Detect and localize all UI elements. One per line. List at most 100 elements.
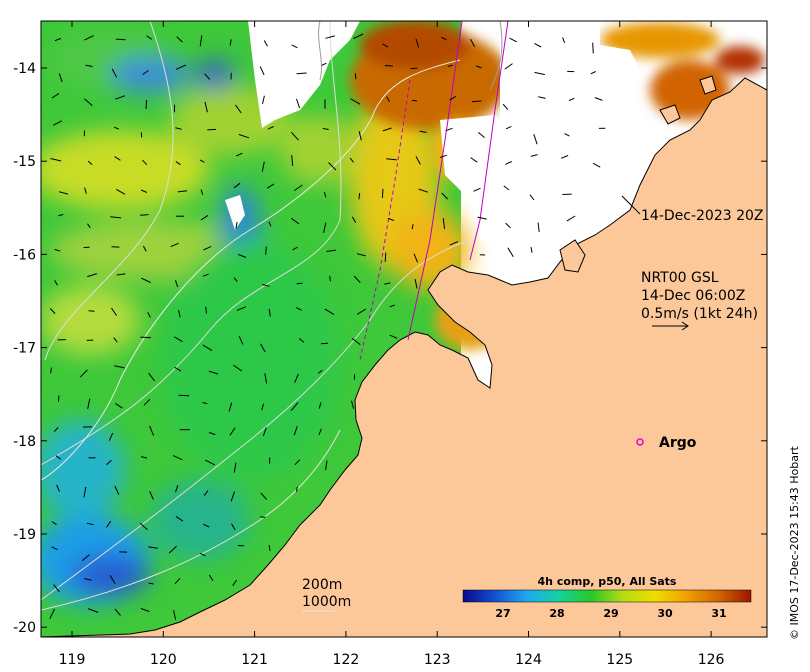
current-vector bbox=[109, 575, 116, 584]
current-vector bbox=[175, 485, 179, 493]
current-vector bbox=[262, 95, 265, 105]
current-vector bbox=[142, 69, 149, 76]
current-vector bbox=[566, 215, 576, 222]
credit-text: © IMOS 17-Dec-2023 15:43 Hobart bbox=[788, 445, 801, 640]
current-vector bbox=[87, 608, 99, 613]
current-vector bbox=[170, 242, 179, 248]
current-vector bbox=[205, 306, 207, 314]
current-vector bbox=[202, 523, 210, 528]
current-vector bbox=[326, 249, 337, 252]
current-vector bbox=[207, 128, 217, 131]
current-vector bbox=[139, 522, 148, 531]
current-vector bbox=[267, 126, 274, 130]
current-vector bbox=[200, 214, 209, 221]
current-vector bbox=[235, 152, 243, 157]
current-vector bbox=[266, 183, 275, 189]
current-vector bbox=[384, 282, 391, 285]
current-vector bbox=[386, 158, 397, 161]
current-vector bbox=[145, 99, 148, 110]
current-vector bbox=[411, 99, 418, 102]
current-vector bbox=[415, 156, 421, 165]
current-vector bbox=[199, 552, 206, 557]
current-vector bbox=[411, 224, 414, 230]
current-vector bbox=[530, 247, 533, 253]
current-vector bbox=[324, 308, 335, 316]
current-vector bbox=[318, 369, 323, 374]
current-vector bbox=[533, 134, 538, 145]
current-vector bbox=[263, 40, 268, 47]
current-vector bbox=[55, 455, 62, 460]
current-vector bbox=[560, 155, 569, 159]
y-tick-label: -18 bbox=[13, 434, 36, 450]
satellite-track-lines bbox=[359, 21, 509, 361]
current-vector bbox=[504, 63, 513, 70]
current-vector bbox=[265, 246, 267, 255]
colorbar-tick-label: 29 bbox=[603, 607, 618, 620]
current-vector bbox=[384, 65, 393, 67]
current-time-label: 14-Dec 06:00Z bbox=[641, 288, 745, 304]
current-vector bbox=[168, 545, 177, 554]
current-vector bbox=[229, 427, 236, 436]
current-vector bbox=[229, 39, 232, 46]
current-vector bbox=[58, 73, 63, 83]
current-vector bbox=[175, 127, 182, 130]
current-vector bbox=[54, 248, 61, 252]
current-vector bbox=[232, 579, 238, 586]
current-vector bbox=[228, 402, 233, 412]
current-vector bbox=[205, 459, 216, 466]
isobath-200-label: 200m bbox=[302, 577, 342, 593]
current-vector bbox=[142, 159, 148, 166]
current-scale-arrow bbox=[652, 321, 689, 331]
current-vector bbox=[84, 98, 93, 106]
current-vector bbox=[293, 425, 298, 436]
current-vector bbox=[296, 486, 298, 492]
isobath-contours bbox=[41, 21, 503, 611]
current-vector bbox=[113, 126, 120, 130]
current-vector bbox=[389, 304, 395, 308]
current-vector bbox=[148, 546, 158, 549]
current-vector bbox=[174, 366, 182, 372]
current-vector bbox=[387, 217, 395, 221]
current-vector bbox=[53, 120, 62, 126]
colorbar-scale bbox=[462, 589, 752, 603]
current-vector bbox=[140, 189, 148, 193]
argo-label: Argo bbox=[659, 435, 697, 451]
current-vector bbox=[261, 403, 264, 411]
current-vector bbox=[176, 36, 183, 43]
current-vector bbox=[323, 222, 327, 233]
x-tick-label: 122 bbox=[333, 652, 360, 668]
isobath-1000-label: 1000m bbox=[302, 594, 351, 610]
current-vector bbox=[507, 247, 514, 258]
current-vector bbox=[328, 162, 337, 171]
current-vector bbox=[529, 194, 535, 201]
current-vector bbox=[86, 522, 94, 526]
land-mass bbox=[41, 77, 767, 637]
current-vector bbox=[268, 308, 271, 317]
current-vector bbox=[418, 188, 429, 193]
current-vector bbox=[413, 253, 418, 263]
islands bbox=[559, 75, 717, 273]
current-vector bbox=[477, 216, 487, 220]
current-vector bbox=[140, 608, 150, 612]
current-vector bbox=[175, 515, 184, 522]
colorbar-tick-label: 30 bbox=[657, 607, 673, 620]
current-vector bbox=[382, 43, 389, 48]
current-vector bbox=[233, 277, 238, 282]
current-vector bbox=[110, 216, 122, 219]
current-vector bbox=[291, 44, 298, 49]
current-vector bbox=[351, 400, 355, 409]
current-vector bbox=[87, 398, 91, 410]
current-vector bbox=[260, 492, 268, 500]
current-vector bbox=[441, 36, 447, 41]
current-vector bbox=[445, 127, 453, 132]
current-vector bbox=[199, 35, 203, 47]
current-vector bbox=[351, 216, 357, 223]
current-vector bbox=[381, 188, 384, 199]
current-vector bbox=[564, 133, 570, 137]
current-vector bbox=[325, 35, 335, 39]
current-vector bbox=[382, 127, 392, 132]
current-vector bbox=[449, 241, 459, 246]
current-vector bbox=[208, 574, 214, 582]
current-vector bbox=[54, 280, 58, 286]
current-model-label: NRT00 GSL bbox=[641, 270, 719, 286]
